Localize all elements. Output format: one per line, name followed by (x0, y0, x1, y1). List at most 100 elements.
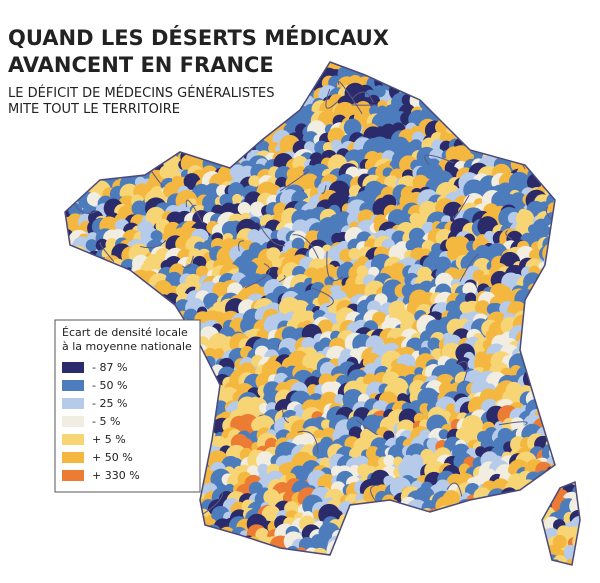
legend-swatch (62, 380, 84, 391)
map-patch (140, 118, 151, 129)
map-patch (264, 99, 284, 119)
map-patch (573, 451, 580, 469)
department-border (117, 531, 132, 540)
map-patch (488, 62, 509, 66)
map-patch (109, 534, 129, 554)
map-patch (130, 499, 148, 517)
legend-title: Écart de densité locale (62, 326, 188, 339)
map-patch (437, 76, 449, 88)
map-patch (312, 560, 331, 565)
map-patch (550, 121, 573, 144)
subtitle-line: MITE TOUT LE TERRITOIRE (8, 102, 180, 117)
map-patch (553, 101, 575, 122)
map-patch (419, 68, 430, 80)
map-patch (123, 491, 143, 512)
map-patch (554, 235, 575, 256)
map-patch (132, 297, 147, 311)
map-patch (482, 521, 495, 533)
map-patch (512, 116, 523, 128)
map-patch (170, 532, 192, 554)
map-patch (564, 310, 580, 327)
map-patch (160, 536, 175, 551)
map-patch (84, 265, 99, 280)
map-patch (539, 385, 554, 400)
map-patch (185, 119, 207, 141)
map-patch (416, 563, 434, 565)
map-patch (509, 496, 527, 514)
map-patch (474, 510, 488, 524)
map-patch (187, 501, 201, 515)
map-patch (573, 105, 580, 122)
map-patch (110, 491, 129, 510)
map-patch (86, 192, 101, 207)
map-patch (450, 528, 463, 541)
map-patch (572, 198, 580, 209)
map-patch (477, 554, 497, 565)
map-patch (448, 113, 464, 128)
map-patch (121, 303, 139, 321)
department-border (490, 518, 502, 537)
map-patch (87, 124, 100, 136)
map-patch (165, 500, 185, 521)
map-patch (516, 129, 538, 151)
map-patch (281, 86, 301, 106)
map-patch (535, 301, 550, 315)
legend-label: - 50 % (92, 379, 127, 392)
map-patch (131, 126, 143, 138)
map-patch (283, 77, 297, 92)
map-patch (200, 122, 219, 142)
map-patch (275, 49, 288, 62)
map-patch (501, 530, 516, 545)
map-patch (169, 556, 181, 565)
map-patch (227, 182, 245, 199)
map-patch (317, 319, 334, 335)
map-patch (187, 520, 199, 531)
map-patch (85, 297, 99, 311)
department-border (548, 279, 570, 285)
map-patch (211, 146, 227, 163)
map-patch (168, 122, 183, 137)
map-patch (121, 279, 144, 302)
map-patch (65, 138, 84, 157)
map-patch (569, 62, 580, 79)
map-patch (295, 547, 307, 558)
map-patch (122, 131, 138, 148)
map-patch (520, 526, 532, 539)
map-patch (534, 306, 555, 327)
map-patch (104, 140, 122, 159)
map-patch (320, 419, 332, 430)
map-patch (168, 566, 183, 581)
map-patch (548, 320, 560, 331)
map-patch (112, 141, 131, 160)
map-patch (507, 74, 528, 95)
map-patch (102, 275, 120, 293)
map-patch (528, 50, 538, 60)
map-patch (77, 291, 94, 308)
map-patch (370, 533, 388, 551)
map-patch (335, 62, 353, 65)
map-patch (78, 510, 92, 523)
map-patch (125, 161, 141, 177)
map-patch (544, 400, 558, 414)
legend-swatch (62, 470, 84, 481)
map-patch (533, 118, 553, 138)
map-patch (569, 65, 580, 82)
map-patch (134, 510, 148, 524)
map-patch (543, 293, 565, 315)
map-patch (174, 506, 195, 527)
map-patch (385, 564, 403, 565)
map-patch (210, 134, 226, 150)
map-patch (320, 558, 333, 565)
map-patch (560, 225, 580, 246)
department-border (112, 553, 130, 561)
map-patch (395, 77, 406, 88)
map-patch (70, 302, 81, 314)
map-patch (430, 516, 445, 531)
map-patch (379, 62, 397, 76)
map-patch (519, 124, 533, 138)
map-patch (438, 429, 449, 440)
map-patch (490, 109, 509, 127)
map-patch (76, 286, 88, 298)
map-patch (369, 539, 382, 553)
map-patch (490, 84, 509, 103)
